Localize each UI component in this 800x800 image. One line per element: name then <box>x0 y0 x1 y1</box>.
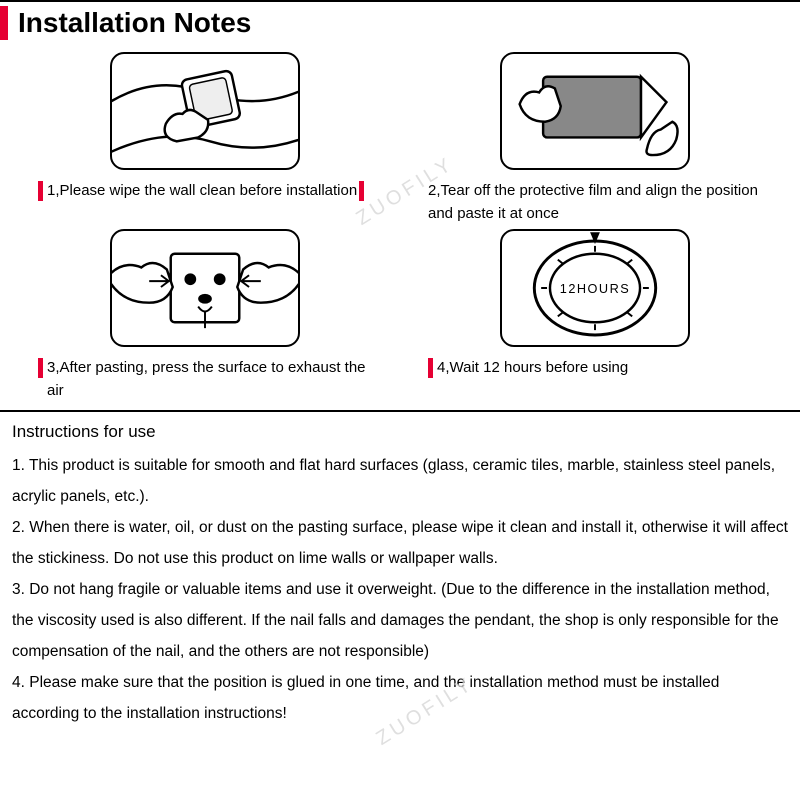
step-1: 1,Please wipe the wall clean before inst… <box>10 52 400 225</box>
step-2: 2,Tear off the protective film and align… <box>400 52 790 225</box>
instruction-item: 2. When there is water, oil, or dust on … <box>12 512 788 574</box>
accent-mark <box>38 181 43 201</box>
step-2-illustration <box>500 52 690 170</box>
page-title: Installation Notes <box>18 7 251 39</box>
step-1-illustration <box>110 52 300 170</box>
step-1-caption: 1,Please wipe the wall clean before inst… <box>47 180 357 203</box>
steps-grid: 1,Please wipe the wall clean before inst… <box>0 46 800 402</box>
accent-mark <box>38 358 43 378</box>
instruction-item: 4. Please make sure that the position is… <box>12 667 788 729</box>
step-3-caption: 3,After pasting, press the surface to ex… <box>47 357 372 402</box>
instruction-item: 1. This product is suitable for smooth a… <box>12 450 788 512</box>
accent-bar <box>0 6 8 40</box>
instruction-item: 3. Do not hang fragile or valuable items… <box>12 574 788 667</box>
svg-text:12HOURS: 12HOURS <box>560 281 630 296</box>
instructions-section: Instructions for use 1. This product is … <box>0 412 800 739</box>
step-4-illustration: 12HOURS <box>500 229 690 347</box>
instructions-title: Instructions for use <box>12 422 788 442</box>
accent-mark <box>359 181 364 201</box>
title-row: Installation Notes <box>0 2 800 46</box>
step-4: 12HOURS 4,Wait 12 hours before using <box>400 229 790 402</box>
step-4-caption: 4,Wait 12 hours before using <box>437 357 628 380</box>
accent-mark <box>428 358 433 378</box>
step-3-illustration <box>110 229 300 347</box>
step-3: 3,After pasting, press the surface to ex… <box>10 229 400 402</box>
step-2-caption: 2,Tear off the protective film and align… <box>428 180 762 225</box>
